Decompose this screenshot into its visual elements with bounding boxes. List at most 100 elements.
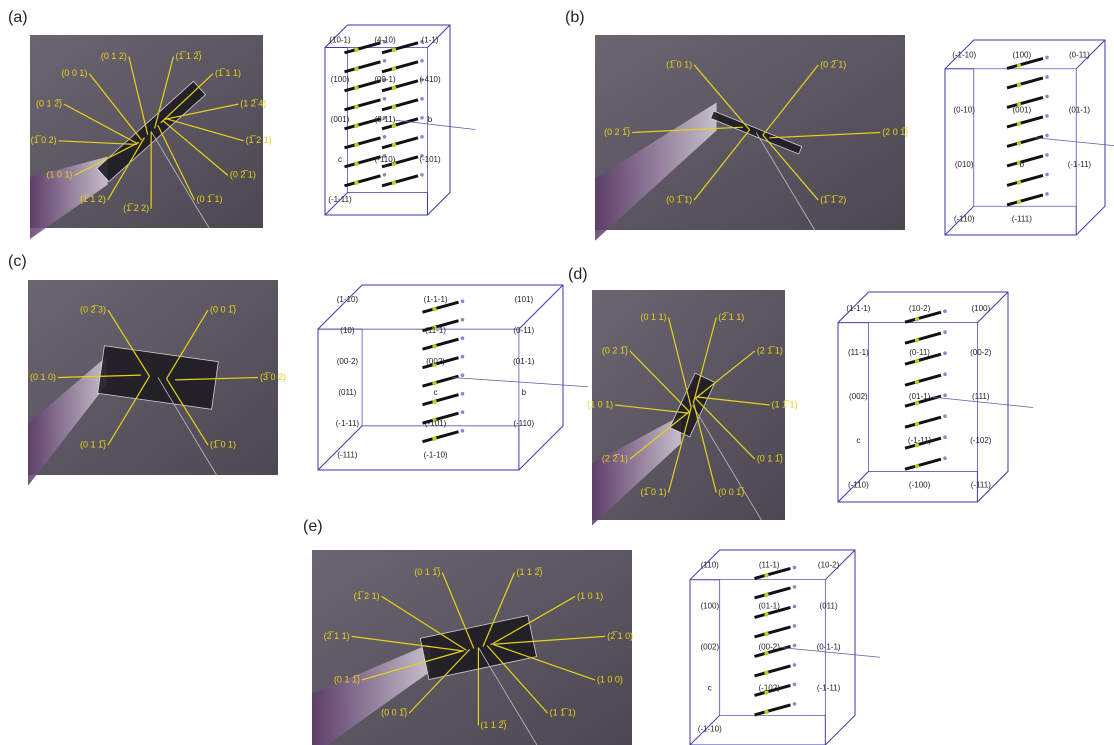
model-label: (-1-10) xyxy=(424,450,448,459)
model-label: (4-10) xyxy=(374,35,396,44)
face-label: (0 1 2) xyxy=(101,51,127,61)
model-label: (-101) xyxy=(419,155,441,164)
molecules xyxy=(905,309,947,469)
face-label: (1 0 1) xyxy=(46,170,72,180)
model-label: (-110) xyxy=(375,155,396,164)
atom xyxy=(432,381,436,385)
molecule xyxy=(345,138,381,148)
model-label: (-1-11) xyxy=(328,195,352,204)
atom xyxy=(354,86,358,90)
model-label: (11-1) xyxy=(425,326,446,335)
model-label: (002) xyxy=(849,392,868,401)
model-label: (001) xyxy=(1012,105,1031,114)
model-label: (-111) xyxy=(971,480,991,489)
atom xyxy=(764,632,768,636)
panel-label: (e) xyxy=(303,518,323,535)
molecule xyxy=(382,62,418,72)
atom xyxy=(461,429,465,433)
atom xyxy=(1045,134,1049,138)
atom xyxy=(461,392,465,396)
model-label: c xyxy=(434,388,438,397)
model-label: (100) xyxy=(700,602,719,611)
atom xyxy=(383,59,387,63)
atom xyxy=(943,456,947,460)
face-label: (2̅ 1 1) xyxy=(324,631,350,641)
atom xyxy=(1045,75,1049,79)
atom xyxy=(764,710,768,714)
model-label: (10-1) xyxy=(329,35,351,44)
face-label: (1̅ 1̅ 2) xyxy=(820,194,846,204)
face-label: (0 2̅ 1) xyxy=(820,59,846,69)
atom xyxy=(354,143,358,147)
model-label: b xyxy=(428,115,433,124)
atom xyxy=(420,116,424,120)
model-label: (002) xyxy=(700,643,719,652)
molecule xyxy=(345,100,381,110)
atom xyxy=(793,585,797,589)
molecule xyxy=(382,100,418,110)
molecule xyxy=(755,666,791,676)
atom xyxy=(793,644,797,648)
face-label: (1̅ 1 1) xyxy=(215,68,241,78)
atom xyxy=(461,373,465,377)
model-label: (1-1-1) xyxy=(846,304,870,313)
face-label: (2 1̅ 1) xyxy=(757,345,783,355)
atom xyxy=(461,410,465,414)
face-label: (2̅ 1 0) xyxy=(607,631,633,641)
molecule xyxy=(382,138,418,148)
molecule xyxy=(905,333,941,343)
atom xyxy=(420,59,424,63)
molecule xyxy=(1007,195,1043,205)
model-label: (-102) xyxy=(970,436,992,445)
atom xyxy=(915,401,919,405)
model-label: (0-11) xyxy=(513,326,534,335)
model-label: (-110) xyxy=(954,215,975,224)
face-label: (0 1 0) xyxy=(30,372,56,382)
model-label: (-410) xyxy=(419,75,441,84)
atom xyxy=(420,173,424,177)
face-label: (1̅ 0 1) xyxy=(210,439,236,449)
molecule xyxy=(905,417,941,427)
atom xyxy=(764,573,768,577)
atom xyxy=(943,351,947,355)
molecule xyxy=(382,176,418,186)
face-label: (0 2 1̅) xyxy=(604,127,630,137)
model-label: c xyxy=(856,436,860,445)
face-label: (0 2̅ 1) xyxy=(230,170,256,180)
model-label: (100) xyxy=(1012,51,1031,60)
face-label: (1̅ 1 2) xyxy=(80,194,106,204)
model-label: (10) xyxy=(340,326,355,335)
panel-label: (a) xyxy=(8,9,28,26)
face-label: (0 1 1̅) xyxy=(80,439,106,449)
molecule xyxy=(1007,58,1043,68)
model-label: (1-10) xyxy=(337,295,359,304)
molecule xyxy=(423,395,459,405)
model-label: (11-1) xyxy=(759,561,780,570)
molecule xyxy=(1007,156,1043,166)
model-label: (-110) xyxy=(513,419,534,428)
atom xyxy=(1017,141,1021,145)
model-label: c xyxy=(708,684,712,693)
figure: (a)(1̅ 1 2̅)(1̅ 1 1)(1 2̅ 4)(1̅ 2 1)(0 2… xyxy=(0,0,1114,745)
model-label: (-101) xyxy=(425,419,447,428)
atom xyxy=(354,124,358,128)
panel-label: (d) xyxy=(568,266,588,283)
model-label: (1-1-1) xyxy=(424,295,448,304)
atom xyxy=(1045,192,1049,196)
atom xyxy=(392,124,396,128)
model-label: (-1-10) xyxy=(952,51,976,60)
model-label: (002) xyxy=(426,357,445,366)
atom xyxy=(1017,200,1021,204)
face-label: (0 0 1̅) xyxy=(381,707,407,717)
face-label: (1 1 2̅) xyxy=(480,720,506,730)
model-label: b xyxy=(1020,160,1025,169)
atom xyxy=(764,593,768,597)
panel: (b)(0 2̅ 1)(2 0 1̅)(1̅ 1̅ 2)(0 1̅ 1)(0 2… xyxy=(565,9,1114,241)
atom xyxy=(1017,180,1021,184)
model-label: (1-1) xyxy=(422,35,439,44)
face-label: (2 2̅ 1) xyxy=(602,453,628,463)
molecule xyxy=(905,312,941,322)
atom xyxy=(793,624,797,628)
atom xyxy=(1045,114,1049,118)
atom xyxy=(915,422,919,426)
